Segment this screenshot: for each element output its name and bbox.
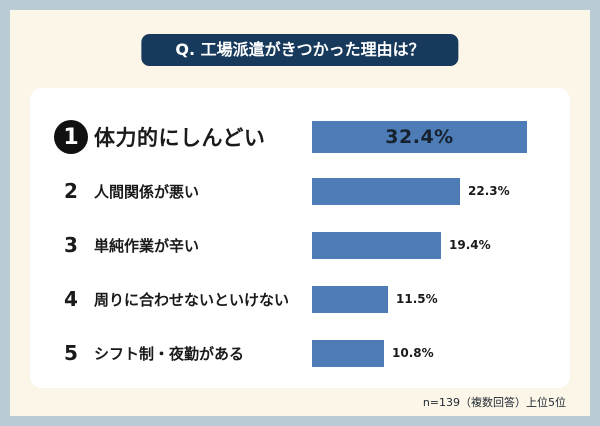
- bar-area-4: 11.5%: [312, 285, 552, 313]
- chart-title-banner: Q. 工場派遣がきつかった理由は？: [141, 34, 459, 66]
- category-label-3: 単純作業が辛い: [94, 236, 200, 255]
- rank-number-circle: 1: [54, 120, 88, 154]
- chart-row-2: 2 人間関係が悪い 22.3%: [48, 166, 552, 216]
- bar-area-2: 22.3%: [312, 177, 552, 205]
- ranking-card: 1 体力的にしんどい 32.4% 2 人間関係が悪い 22.3% 3: [30, 88, 570, 388]
- rank-badge-5: 5: [64, 341, 78, 365]
- category-label-2: 人間関係が悪い: [94, 182, 200, 201]
- bar-area-3: 19.4%: [312, 231, 552, 259]
- bar-5: [312, 339, 384, 367]
- category-label-5: シフト制・夜勤がある: [94, 344, 245, 363]
- bar-2: [312, 177, 460, 205]
- rank-badge-3: 3: [64, 233, 78, 257]
- rank-badge-4: 4: [64, 287, 78, 311]
- rank-badge-1: 1: [48, 120, 94, 154]
- category-label-1: 体力的にしんどい: [94, 126, 266, 150]
- value-label-4: 11.5%: [396, 292, 438, 306]
- chart-row-4: 4 周りに合わせないといけない 11.5%: [48, 274, 552, 324]
- bar-area-1: 32.4%: [312, 121, 552, 153]
- category-label-4: 周りに合わせないといけない: [94, 290, 290, 309]
- value-label-1: 32.4%: [385, 126, 454, 148]
- bar-4: [312, 285, 388, 313]
- bar-3: [312, 231, 441, 259]
- value-label-3: 19.4%: [449, 238, 491, 252]
- rank-badge-2: 2: [64, 179, 78, 203]
- page-background: Q. 工場派遣がきつかった理由は？ 1 体力的にしんどい 32.4% 2 人間関…: [10, 10, 590, 416]
- bar-1: 32.4%: [312, 121, 527, 153]
- value-label-2: 22.3%: [468, 184, 510, 198]
- chart-row-3: 3 単純作業が辛い 19.4%: [48, 220, 552, 270]
- chart-row-1: 1 体力的にしんどい 32.4%: [48, 112, 552, 162]
- value-label-5: 10.8%: [392, 346, 434, 360]
- sample-size-note: n=139（複数回答）上位5位: [422, 396, 566, 409]
- bar-area-5: 10.8%: [312, 339, 552, 367]
- chart-row-5: 5 シフト制・夜勤がある 10.8%: [48, 328, 552, 378]
